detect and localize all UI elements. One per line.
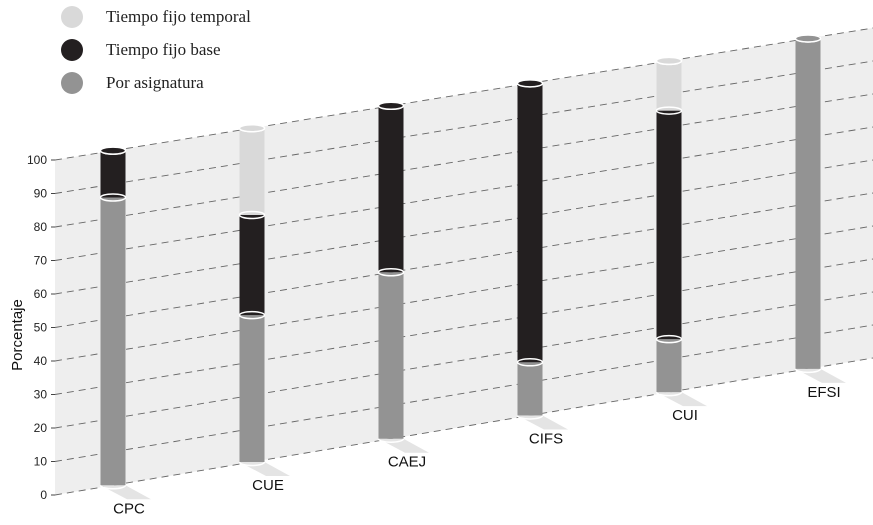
y-tick-label: 60 [34,287,48,301]
gridlines [54,27,873,496]
bar-segment-tiempo-fijo-base [239,214,265,316]
y-tick-label: 40 [34,354,48,368]
segment-edge [655,334,683,344]
segment-edge [238,310,266,320]
bar-cpc [99,146,151,500]
bar-base-edge [99,485,127,490]
back-plane [55,28,873,495]
bar-segment-tiempo-fijo-temporal [656,60,682,111]
bar-cap [794,34,822,43]
category-label: CUE [252,477,284,494]
gridline [54,324,873,462]
gridline [54,291,873,429]
category-labels: CPC CUE CAEJ CIFS CUI EFSI [113,384,841,517]
legend-label: Tiempo fijo base [106,40,221,59]
bar-shadow [517,415,568,430]
bar-cue [238,123,290,477]
gridline [54,126,873,261]
legend-swatch [61,6,83,28]
bar-caej [377,101,429,453]
segment-edge [377,268,405,277]
bar-shadow [239,462,290,477]
category-label: CUI [672,407,698,424]
y-tick-label: 30 [34,388,48,402]
bar-segment-tiempo-fijo-base [517,83,543,363]
y-tick-label: 70 [34,254,48,268]
y-tick-label: 50 [34,321,48,335]
bar-segment-por-asignatura [517,362,543,416]
legend-item: Tiempo fijo base [61,39,221,61]
bar-segment-por-asignatura [100,197,126,486]
bar-shadow [795,368,846,383]
bar-shadow [100,485,151,500]
category-label: CIFS [529,430,563,447]
bars [99,34,846,500]
legend-label: Tiempo fijo temporal [106,7,251,26]
legend: Tiempo fijo temporal Tiempo fijo base Por … [61,6,251,94]
category-label: CAEJ [388,454,426,471]
segment-edge [238,210,266,220]
bar-segment-tiempo-fijo-base [100,150,126,198]
y-tick-label: 0 [40,488,47,502]
bar-cap [99,146,127,155]
bar-segment-tiempo-fijo-base [378,105,404,273]
bar-cifs [516,79,568,430]
category-label: EFSI [807,384,840,401]
bar-cap [377,101,405,111]
y-axis-ticks: 0 10 20 30 40 50 60 70 80 90 100 [27,153,55,502]
bar-base-edge [655,391,683,397]
bar-segment-por-asignatura [656,339,682,393]
bar-segment-por-asignatura [239,315,265,463]
y-tick-label: 100 [27,153,47,167]
bar-segment-tiempo-fijo-temporal [239,128,265,215]
gridline [54,225,873,362]
gridline [54,27,873,161]
y-axis-label: Porcentaje [9,299,26,371]
segment-edge [516,358,544,367]
y-tick-label: 90 [34,187,48,201]
y-tick-label: 10 [34,455,48,469]
bar-shadow [656,392,707,407]
category-label: CPC [113,500,145,517]
bar-segment-por-asignatura [378,272,404,439]
y-tick-label: 80 [34,220,48,234]
gridline [54,159,873,295]
bar-segment-por-asignatura [795,38,821,369]
legend-item: Por asignatura [61,72,204,94]
bar-base-edge [516,415,544,420]
segment-edge [99,193,127,202]
gridline [54,357,873,496]
gridline [54,258,873,395]
bar-cui [655,56,707,407]
legend-swatch [61,72,83,94]
gridline [54,60,873,194]
bar-shadow [378,438,429,453]
bar-base-edge [238,461,266,467]
gridline [54,93,873,228]
legend-swatch [61,39,83,61]
bar-cap [238,123,266,133]
bar-base-edge [794,368,822,374]
bar-efsi [794,34,846,383]
bar-cap [655,56,683,66]
bar-segment-tiempo-fijo-base [656,110,682,340]
bar-base-edge [377,438,405,443]
gridline [54,192,873,328]
segment-edge [655,106,683,115]
legend-label: Por asignatura [106,73,204,92]
bar-cap [516,79,544,88]
y-tick-label: 20 [34,421,48,435]
legend-item: Tiempo fijo temporal [61,6,251,28]
